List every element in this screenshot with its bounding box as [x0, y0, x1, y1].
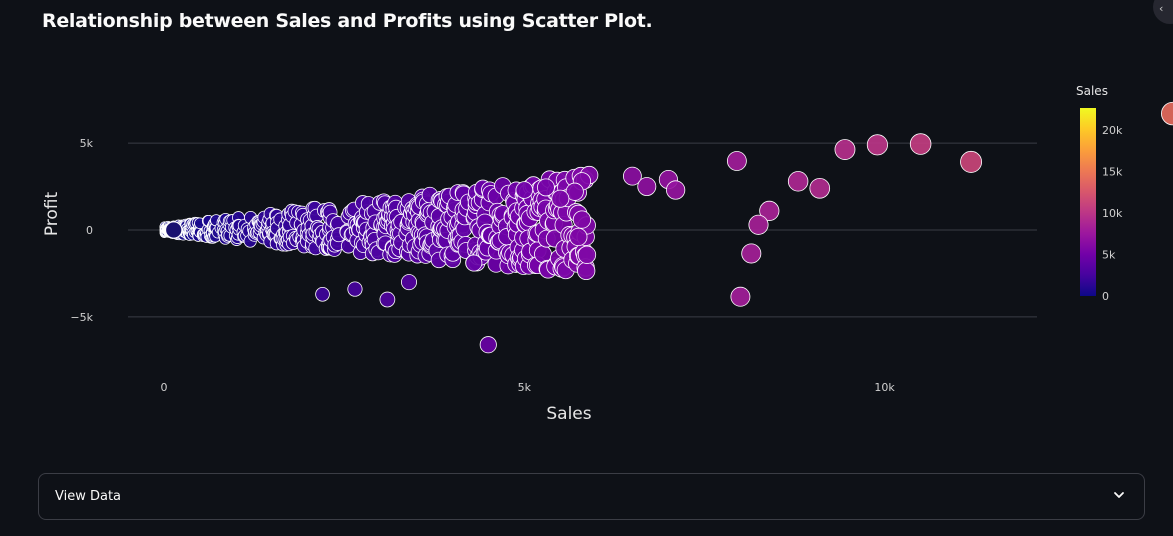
x-tick-label: 10k	[874, 381, 895, 394]
colorbar-title: Sales	[1076, 84, 1108, 98]
x-tick-label: 0	[161, 381, 168, 394]
y-tick-label: −5k	[70, 311, 93, 324]
colorbar: Sales 0 5k 10k 15k 20k	[1076, 84, 1123, 303]
cluster-point	[164, 221, 183, 239]
scatter-point[interactable]	[537, 178, 555, 197]
y-axis-title: Profit	[42, 191, 62, 236]
scatter-point[interactable]	[565, 182, 584, 201]
scatter-point[interactable]	[960, 150, 983, 173]
scatter-point[interactable]	[759, 200, 780, 221]
scatter-point[interactable]	[1161, 101, 1173, 126]
scatter-point[interactable]	[748, 214, 769, 235]
cluster-point	[577, 261, 596, 281]
colorbar-tick-label: 5k	[1102, 248, 1116, 261]
scatter-chart[interactable]: −5k 0 5k 0 5k 10k 15k 20k Sales Profit Sales 0 5…	[0, 50, 1173, 430]
scatter-point[interactable]	[726, 151, 747, 171]
colorbar-tick-label: 20k	[1102, 124, 1123, 137]
scatter-point[interactable]	[569, 227, 588, 247]
y-tick-label: 5k	[80, 137, 94, 150]
scatter-point[interactable]	[834, 139, 856, 160]
page-title: Relationship between Sales and Profits u…	[42, 10, 653, 32]
axes: −5k05k05k10k15k20k	[70, 137, 895, 394]
cluster-point	[577, 245, 597, 264]
y-tick-label: 0	[86, 224, 93, 237]
colorbar-tick-label: 0	[1102, 290, 1109, 303]
scatter-point[interactable]	[465, 254, 483, 272]
corner-toggle-button[interactable]: ‹	[1153, 0, 1173, 24]
scatter-point[interactable]	[741, 243, 762, 264]
expander-label: View Data	[55, 489, 122, 504]
x-tick-label: 5k	[518, 381, 532, 394]
chevron-down-icon	[1114, 492, 1124, 498]
colorbar-tick-label: 15k	[1102, 165, 1123, 178]
scatter-point[interactable]	[622, 166, 642, 186]
scatter-point[interactable]	[866, 134, 888, 156]
scatter-point[interactable]	[379, 291, 396, 308]
scatter-point[interactable]	[787, 171, 809, 192]
scatter-point[interactable]	[347, 281, 363, 297]
colorbar-tick-label: 10k	[1102, 207, 1123, 220]
scatter-point[interactable]	[515, 181, 534, 199]
scatter-point[interactable]	[809, 177, 831, 199]
scatter-point[interactable]	[666, 180, 686, 200]
view-data-expander[interactable]: View Data	[38, 473, 1145, 520]
scatter-point[interactable]	[730, 286, 751, 307]
scatter-point[interactable]	[479, 336, 497, 354]
data-points	[315, 101, 1173, 354]
scatter-point[interactable]	[637, 177, 657, 197]
scatter-point[interactable]	[909, 133, 932, 155]
scatter-point[interactable]	[572, 210, 592, 229]
colorbar-gradient	[1080, 108, 1096, 296]
corner-toggle-icon: ‹	[1159, 2, 1164, 15]
scatter-point[interactable]	[315, 286, 330, 302]
scatter-point[interactable]	[551, 189, 570, 208]
x-axis-title: Sales	[546, 404, 591, 424]
scatter-point[interactable]	[400, 274, 418, 291]
dense-point-cluster	[159, 165, 599, 281]
